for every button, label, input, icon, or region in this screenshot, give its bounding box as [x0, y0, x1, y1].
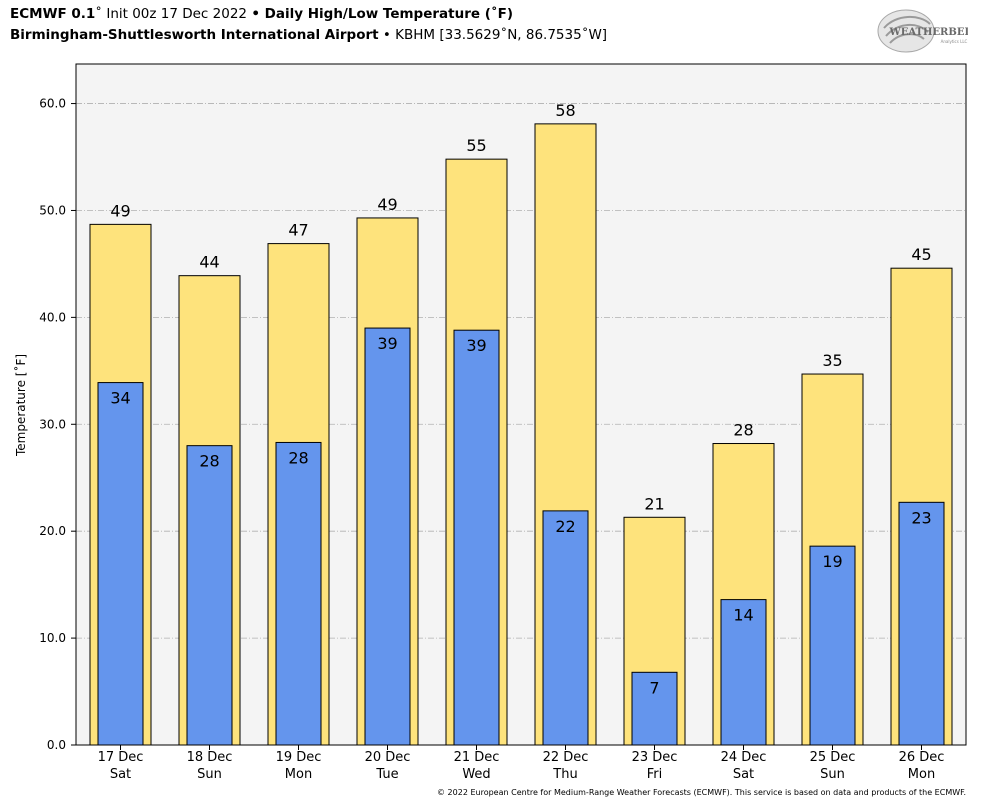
chart-subtitle: Birmingham-Shuttlesworth International A…	[10, 27, 607, 43]
y-axis: 0.0 10.0 20.0 30.0 40.0 50.0 60.0	[39, 97, 76, 752]
y-tick-label: 10.0	[39, 631, 66, 645]
y-tick-label: 20.0	[39, 524, 66, 538]
high-temp-label: 49	[110, 201, 130, 220]
y-tick-label: 50.0	[39, 203, 66, 217]
value-labels: 49 34 44 28 47 28 49 39 55 39 58 22 21 7 28 14 35 19 45 23	[110, 101, 931, 697]
x-tick-date: 25 Dec	[810, 750, 856, 765]
plot-frame	[75, 63, 967, 746]
x-tick-day: Sat	[733, 767, 754, 782]
low-temp-label: 39	[466, 336, 486, 355]
high-temp-label: 49	[377, 195, 397, 214]
high-temp-label: 45	[911, 245, 931, 264]
high-temp-label: 44	[199, 253, 219, 272]
high-temp-label: 58	[555, 101, 575, 120]
high-temp-label: 21	[644, 494, 664, 513]
title-text: Daily High/Low Temperature (˚F)	[259, 6, 514, 22]
x-tick-day: Mon	[285, 767, 312, 782]
subtitle-separator: •	[378, 27, 396, 43]
logo-subtext: Analytics LLC	[941, 39, 968, 44]
low-temp-bar	[453, 329, 500, 746]
x-tick-date: 26 Dec	[899, 750, 945, 765]
x-tick-day: Thu	[552, 767, 577, 782]
low-temp-bar	[364, 327, 411, 746]
y-tick-label: 40.0	[39, 310, 66, 324]
station-name: Birmingham-Shuttlesworth International A…	[10, 27, 379, 43]
high-temp-label: 28	[733, 421, 753, 440]
weatherbell-logo: WEATHERBELL Analytics LLC	[877, 9, 968, 53]
x-tick-date: 18 Dec	[187, 750, 233, 765]
x-tick-day: Fri	[647, 767, 663, 782]
low-temp-bar	[720, 599, 767, 746]
x-tick-date: 22 Dec	[543, 750, 589, 765]
x-tick-day: Mon	[908, 767, 935, 782]
x-tick-day: Sun	[820, 767, 845, 782]
model-name: ECMWF 0.1	[10, 6, 96, 22]
x-tick-day: Tue	[375, 767, 398, 782]
y-tick-label: 60.0	[39, 97, 66, 111]
x-tick-day: Sat	[110, 767, 131, 782]
high-temp-label: 35	[822, 351, 842, 370]
low-temp-bar	[275, 441, 322, 746]
low-temp-bar	[542, 510, 589, 746]
low-temp-bar	[809, 545, 856, 746]
y-tick-label: 30.0	[39, 417, 66, 431]
low-temp-label: 22	[555, 517, 575, 536]
high-temp-label: 47	[288, 221, 308, 240]
low-temp-bar	[186, 445, 233, 746]
x-tick-date: 21 Dec	[454, 750, 500, 765]
low-temp-label: 28	[199, 452, 219, 471]
x-tick-date: 23 Dec	[632, 750, 678, 765]
y-tick-label: 0.0	[47, 738, 66, 752]
init-time: Init 00z 17 Dec 2022	[102, 6, 252, 22]
low-temp-label: 28	[288, 448, 308, 467]
low-temp-bar	[97, 382, 144, 746]
chart-title: ECMWF 0.1˚ Init 00z 17 Dec 2022 • Daily …	[10, 6, 513, 22]
low-temp-bar	[898, 501, 945, 746]
title-separator: •	[251, 6, 260, 22]
station-coords: KBHM [33.5629˚N, 86.7535˚W]	[395, 27, 608, 43]
x-tick-date: 19 Dec	[276, 750, 322, 765]
bars	[89, 123, 953, 746]
degree-mark: ˚	[95, 6, 103, 22]
x-tick-date: 24 Dec	[721, 750, 767, 765]
copyright-footer: © 2022 European Centre for Medium-Range …	[437, 788, 966, 797]
x-tick-day: Sun	[197, 767, 222, 782]
logo-text: WEATHERBELL	[888, 27, 968, 38]
low-temp-bar	[631, 671, 678, 746]
x-tick-day: Wed	[462, 767, 490, 782]
low-temp-label: 14	[733, 606, 753, 625]
low-temp-label: 34	[110, 389, 130, 408]
x-axis: 17 Dec Sat 18 Dec Sun 19 Dec Mon 20 Dec Tue 21 D…	[98, 745, 945, 782]
low-temp-label: 19	[822, 552, 842, 571]
high-temp-label: 55	[466, 136, 486, 155]
low-temp-label: 39	[377, 334, 397, 353]
low-temp-label: 7	[649, 678, 659, 697]
x-tick-date: 20 Dec	[365, 750, 411, 765]
low-temp-label: 23	[911, 508, 931, 527]
x-tick-date: 17 Dec	[98, 750, 144, 765]
